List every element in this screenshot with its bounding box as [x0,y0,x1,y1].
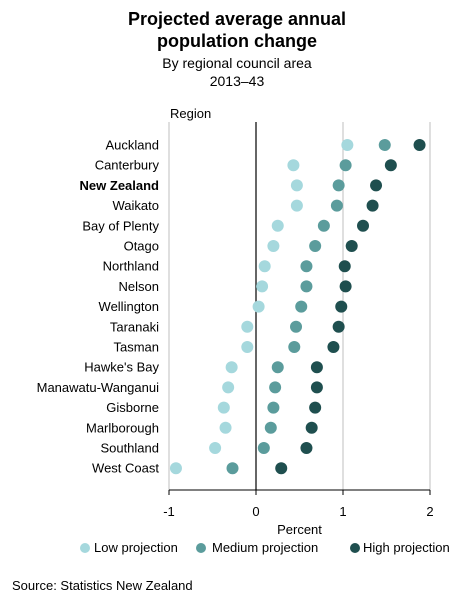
dot-medium [226,462,239,475]
x-tick-label: 1 [339,504,346,519]
legend-label-high: High projection [363,540,450,555]
legend-marker-medium [196,543,206,553]
chart-period: 2013–43 [209,73,265,89]
category-label: Manawatu-Wanganui [37,380,159,395]
dot-medium [288,341,301,353]
dot-low [256,280,269,293]
dot-medium [295,300,308,313]
category-label: Wellington [99,299,159,314]
category-label: Marlborough [86,420,159,435]
dot-plot: -1 0 1 2 Percent Region Auckland Canterbury New … [37,106,450,555]
category-label: Taranaki [110,319,159,334]
dot-high [275,462,288,475]
category-label: Tasman [113,340,159,355]
dot-low [222,381,235,394]
dot-low [271,219,284,232]
dot-high [345,240,358,252]
dot-high [332,320,345,333]
dot-medium [332,179,345,192]
dot-low [258,260,271,273]
dot-low [252,300,265,313]
dot-low [217,401,230,414]
dot-high [309,401,322,414]
category-label: Hawke's Bay [84,360,159,375]
category-label: Gisborne [106,400,159,415]
dot-high [310,361,323,374]
dot-high [335,300,348,313]
dot-high [300,442,313,454]
dot-high [339,280,352,293]
source-note: Source: Statistics New Zealand [12,578,193,593]
chart-subtitle: By regional council area [162,55,312,71]
legend-marker-low [80,543,90,553]
dot-low [287,159,300,172]
category-label: West Coast [92,461,159,476]
dot-low [341,139,354,151]
category-label: Northland [103,259,159,274]
dot-medium [264,421,277,434]
x-tick-label: 0 [252,504,259,519]
dot-medium [290,320,303,333]
dot-medium [269,381,282,394]
dot-low [267,240,280,252]
legend-label-low: Low projection [94,540,178,555]
dot-medium [267,401,280,414]
dot-low [290,199,303,212]
dot-low [290,179,303,192]
category-label: Waikato [113,198,159,213]
chart-title: Projected average annual population chan… [0,8,474,52]
dot-low [209,442,222,454]
dot-high [370,179,383,192]
legend-marker-high [350,543,360,553]
x-tick-label: 2 [426,504,433,519]
dot-medium [300,260,313,273]
dot-high [384,159,397,172]
dot-high [305,421,318,434]
dot-medium [330,199,343,212]
dot-medium [300,280,313,293]
category-label: Bay of Plenty [82,218,159,233]
dot-low [219,421,232,434]
y-axis-label: Region [170,106,211,121]
dot-medium [339,159,352,172]
dot-low [225,361,238,374]
category-label: Auckland [106,138,159,153]
dot-high [357,219,370,232]
dot-high [327,341,340,353]
category-label: Otago [124,239,159,254]
dot-medium [378,139,391,151]
dot-high [413,139,426,151]
dot-medium [271,361,284,374]
category-label: Nelson [119,279,159,294]
legend-label-medium: Medium projection [212,540,318,555]
category-label: Southland [100,441,159,456]
dot-high [310,381,323,394]
dot-high [338,260,351,273]
dot-medium [317,219,330,232]
dot-medium [309,240,322,252]
category-label: New Zealand [80,178,160,193]
dot-low [241,320,254,333]
title-line-1: Projected average annual [127,9,347,29]
dot-low [241,341,254,353]
dot-high [366,199,379,212]
x-tick-label: -1 [163,504,175,519]
x-axis-label: Percent [277,522,322,537]
category-label: Canterbury [95,158,160,173]
dot-low [169,462,182,475]
dot-medium [257,442,270,454]
title-line-2: population change [157,31,317,51]
